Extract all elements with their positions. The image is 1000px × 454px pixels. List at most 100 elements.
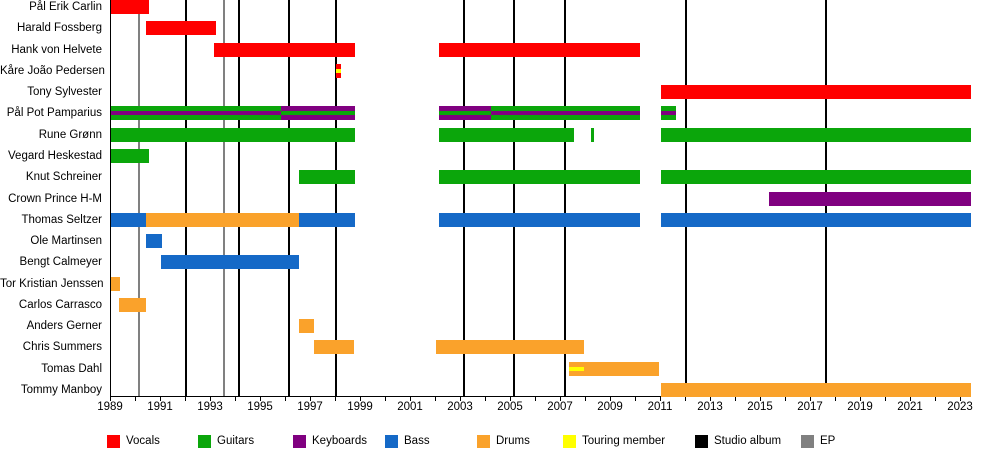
timeline-bar-segment [583,361,659,376]
timeline-bar-segment [298,319,314,334]
member-name-label: Tommy Manboy [20,384,102,397]
year-label: 2005 [497,401,523,413]
timeline-bar-segment [111,127,355,142]
year-tick [935,397,936,401]
studio-album-line [335,0,337,396]
timeline-bar-segment [111,148,149,163]
timeline-bar-segment [118,297,146,312]
member-name-label: Pål Erik Carlin [29,1,102,13]
studio-album-line [563,0,566,396]
timeline-bar-segment [146,234,163,249]
year-label: 2021 [897,401,923,413]
member-name-label: Anders Gerner [26,320,102,333]
timeline-bar-segment [146,21,216,36]
year-tick [285,397,286,401]
legend-swatch-ep [801,434,814,448]
legend-swatch-touring [563,434,576,448]
timeline-bar-segment [161,255,299,270]
year-tick [860,397,861,401]
role-stripe-vocals [336,72,341,78]
year-tick [210,397,211,401]
year-tick [910,397,911,401]
role-stripe-guitars [281,111,355,116]
year-tick [160,397,161,401]
year-label: 1997 [297,401,323,413]
year-tick [385,397,386,401]
studio-album-line [512,0,515,396]
legend-item-keyboards: Keyboards [293,433,367,449]
timeline-bar-segment [111,106,281,121]
year-tick [660,397,661,401]
legend-swatch-bass [385,434,398,448]
studio-album-line [287,0,290,396]
year-tick [885,397,886,401]
member-name-label: Crown Prince H-M [8,192,102,205]
role-stripe-guitars [661,106,676,112]
timeline-bar-segment [298,212,355,227]
role-stripe-touring [336,68,341,73]
member-name-label: Hank von Helvete [11,43,102,56]
legend-label: Drums [496,435,530,447]
member-name-label: Harald Fossberg [16,22,102,35]
legend-swatch-guitars [198,434,211,448]
timeline-bar-segment [213,42,355,57]
role-stripe-keyboards [111,111,281,116]
timeline-bar-segment [661,106,676,121]
year-tick [810,397,811,401]
timeline-bar-segment [111,276,120,291]
studio-album-line [237,0,240,396]
timeline-bar-segment [661,212,971,227]
role-stripe-guitars [491,115,640,121]
member-name-label: Chris Summers [22,341,102,354]
legend-item-guitars: Guitars [198,433,254,449]
year-tick [485,397,486,401]
member-name-label: Ole Martinsen [30,235,102,248]
legend-item-touring: Touring member [563,433,665,449]
year-tick [760,397,761,401]
legend-item-bass: Bass [385,433,430,449]
legend-label: Keyboards [312,435,367,447]
year-label: 2017 [797,401,823,413]
legend-item-vocals: Vocals [107,433,160,449]
year-tick [685,397,686,401]
year-label: 2009 [597,401,623,413]
timeline-bar-segment [591,127,594,142]
year-tick [610,397,611,401]
year-tick [360,397,361,401]
timeline-bar-segment [438,106,491,121]
ep-release-line [222,0,225,396]
legend-label: Touring member [582,435,666,447]
role-stripe-guitars [111,106,281,112]
role-stripe-keyboards [281,106,355,112]
x-axis-ticks [110,397,971,402]
timeline-bar-segment [661,85,971,100]
member-name-label: Rune Grønn [38,128,102,141]
role-stripe-vocals [336,63,341,69]
year-tick [135,397,136,401]
legend-label: Guitars [217,435,255,447]
year-label: 2023 [947,401,973,413]
timeline-bar-segment [336,63,341,78]
studio-album-line [185,0,187,396]
timeline-bar-segment [313,340,354,355]
timeline-bar-segment [768,191,971,206]
year-tick [535,397,536,401]
year-tick [710,397,711,401]
member-name-label: Knut Schreiner [25,171,102,184]
year-label: 2019 [847,401,873,413]
member-name-label: Tor Kristian Jenssen [0,277,104,290]
year-label: 2011 [647,401,673,413]
role-stripe-keyboards [661,111,676,116]
role-stripe-keyboards [438,106,491,112]
year-label: 1991 [147,401,173,413]
timeline-bar-segment [661,170,971,185]
role-stripe-touring [568,366,584,371]
timeline-bar-segment [438,127,574,142]
timeline-bar-segment [436,340,584,355]
legend-label: EP [820,435,836,447]
year-label: 1989 [97,401,123,413]
year-tick [585,397,586,401]
timeline-bar-segment [281,106,355,121]
year-tick [735,397,736,401]
